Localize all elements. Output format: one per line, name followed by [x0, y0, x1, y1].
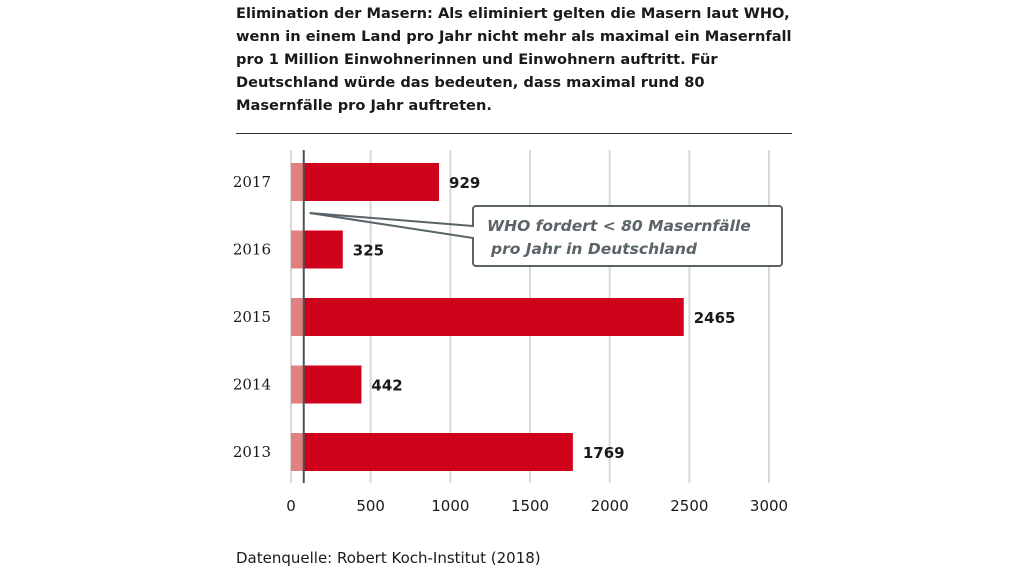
- annotation-line-2: pro Jahr in Deutschland: [490, 240, 698, 258]
- category-label: 2015: [233, 308, 271, 326]
- data-label: 2465: [694, 309, 736, 327]
- callout-pointer-lower: [309, 212, 474, 239]
- threshold-zone: [291, 230, 304, 269]
- data-label: 325: [353, 242, 384, 260]
- chart-title: Elimination der Masern: Als eliminiert g…: [236, 5, 792, 114]
- who-annotation: WHO fordert < 80 Masernfälle pro Jahr in …: [309, 205, 783, 267]
- annotation-line-1: WHO fordert < 80 Masernfälle: [487, 217, 751, 235]
- labels: 0 500 1000 1500 2000 2500 3000 2017 929 2016 325 20…: [233, 173, 788, 515]
- data-label: 929: [449, 174, 480, 192]
- category-label: 2016: [233, 241, 271, 259]
- callout-pointer-upper: [309, 212, 474, 227]
- threshold-zone: [291, 163, 304, 201]
- category-label: 2014: [233, 376, 271, 394]
- bar: [291, 298, 684, 336]
- threshold-zone: [291, 365, 304, 404]
- x-tick-label: 0: [286, 497, 296, 515]
- callout-gap: [471, 227, 475, 237]
- x-tick-label: 2000: [591, 497, 629, 515]
- data-source: Datenquelle: Robert Koch-Institut (2018): [236, 549, 541, 567]
- data-label: 442: [371, 377, 402, 395]
- x-tick-label: 2500: [670, 497, 708, 515]
- category-label: 2017: [233, 173, 271, 191]
- x-tick-label: 3000: [750, 497, 788, 515]
- x-tick-label: 500: [356, 497, 385, 515]
- data-label: 1769: [583, 444, 625, 462]
- bar: [291, 433, 573, 471]
- x-tick-label: 1500: [511, 497, 549, 515]
- bar: [291, 163, 440, 201]
- bars: [291, 163, 684, 471]
- title-divider: [236, 133, 792, 134]
- threshold-zone: [291, 298, 304, 336]
- threshold-layer: [291, 150, 305, 483]
- category-label: 2013: [233, 443, 271, 461]
- x-tick-label: 1000: [431, 497, 469, 515]
- threshold-zone: [291, 433, 304, 471]
